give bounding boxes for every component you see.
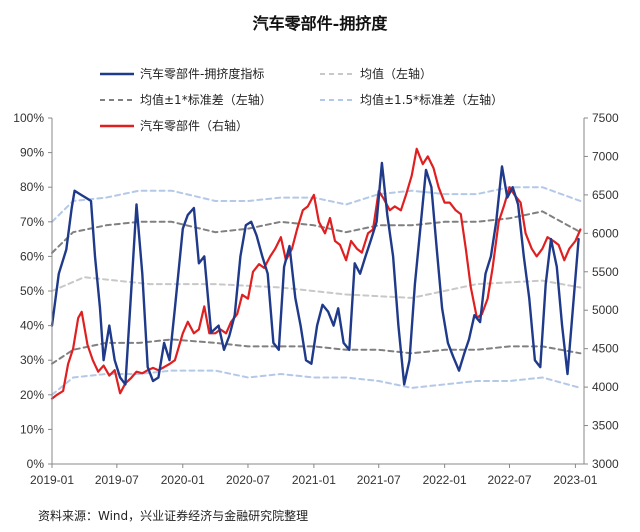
- x-tick-label: 2021-07: [357, 473, 401, 487]
- y-left-tick-label: 40%: [20, 319, 44, 333]
- legend-item-crowding: 汽车零部件-拥挤度指标: [100, 66, 264, 81]
- y-right-tick-label: 3000: [592, 457, 619, 471]
- x-tick-label: 2022-01: [423, 473, 467, 487]
- y-left-tick-label: 30%: [20, 353, 44, 367]
- y-left-tick-label: 60%: [20, 249, 44, 263]
- y-right-tick-label: 5000: [592, 303, 619, 317]
- legend-item-band1: 均值±1*标准差（左轴）: [100, 92, 272, 107]
- y-left-tick-label: 50%: [20, 284, 44, 298]
- y-left-tick-label: 80%: [20, 180, 44, 194]
- series-line-price: [50, 147, 582, 400]
- series-line-band15: [51, 369, 582, 396]
- legend-label: 汽车零部件（右轴）: [140, 118, 248, 133]
- legend-item-mean: 均值（左轴）: [320, 66, 432, 81]
- y-right-tick-label: 6500: [592, 188, 619, 202]
- y-left-tick-label: 0%: [27, 457, 45, 471]
- legend: 汽车零部件-拥挤度指标 均值（左轴） 均值±1*标准差（左轴） 均值±1.5*标准差（…: [100, 66, 503, 133]
- legend-item-price: 汽车零部件（右轴）: [100, 118, 248, 133]
- y-left-tick-label: 20%: [20, 388, 44, 402]
- x-tick-label: 2023-01: [553, 473, 597, 487]
- y-right-tick-label: 4500: [592, 342, 619, 356]
- legend-label: 汽车零部件-拥挤度指标: [140, 66, 264, 81]
- x-tick-label: 2019-01: [30, 473, 74, 487]
- series-line-mean: [51, 276, 582, 299]
- series-line-band1: [51, 210, 582, 254]
- series-line-band1: [51, 338, 582, 365]
- x-tick-label: 2020-01: [161, 473, 205, 487]
- y-right-tick-label: 7500: [592, 111, 619, 125]
- y-right-tick-label: 7000: [592, 149, 619, 163]
- y-left-tick-label: 100%: [13, 111, 44, 125]
- x-tick-label: 2020-07: [226, 473, 270, 487]
- chart-title: 汽车零部件-拥挤度: [252, 14, 388, 33]
- y-left-tick-label: 90%: [20, 146, 44, 160]
- y-right-tick-label: 5500: [592, 265, 619, 279]
- series-layer: [50, 147, 582, 400]
- legend-label: 均值±1*标准差（左轴）: [140, 92, 272, 107]
- y-left-tick-label: 70%: [20, 215, 44, 229]
- series-line-crowding: [50, 161, 580, 386]
- x-tick-label: 2019-07: [95, 473, 139, 487]
- y-left-tick-label: 10%: [20, 422, 44, 436]
- y-right-tick-label: 6000: [592, 226, 619, 240]
- source-note: 资料来源：Wind，兴业证券经济与金融研究院整理: [38, 509, 309, 523]
- x-tick-label: 2021-01: [292, 473, 336, 487]
- axes: 0% 10% 20% 30% 40% 50% 60% 70% 80% 90% 100% 3000 350…: [13, 111, 619, 487]
- y-right-tick-label: 4000: [592, 380, 619, 394]
- legend-label: 均值（左轴）: [360, 66, 432, 81]
- legend-item-band15: 均值±1.5*标准差（左轴）: [320, 92, 503, 107]
- y-right-tick-label: 3500: [592, 419, 619, 433]
- x-tick-label: 2022-07: [487, 473, 531, 487]
- legend-label: 均值±1.5*标准差（左轴）: [360, 92, 503, 107]
